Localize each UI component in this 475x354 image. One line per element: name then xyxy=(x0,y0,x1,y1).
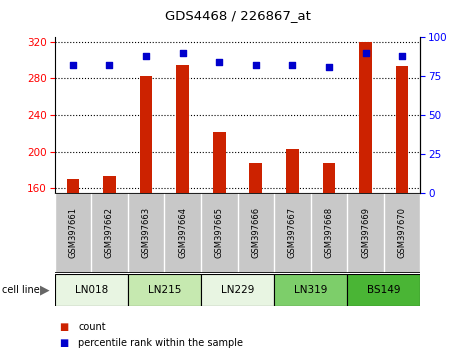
Text: GDS4468 / 226867_at: GDS4468 / 226867_at xyxy=(164,9,311,22)
Text: percentile rank within the sample: percentile rank within the sample xyxy=(78,338,243,348)
Text: GSM397669: GSM397669 xyxy=(361,207,370,258)
Text: GSM397668: GSM397668 xyxy=(324,207,333,258)
Point xyxy=(252,62,259,68)
Bar xyxy=(128,274,201,306)
Bar xyxy=(359,42,372,335)
Text: GSM397665: GSM397665 xyxy=(215,207,224,258)
Text: GSM397663: GSM397663 xyxy=(142,207,151,258)
Bar xyxy=(176,65,189,335)
Point xyxy=(325,64,332,70)
Bar xyxy=(140,76,152,335)
Text: ▶: ▶ xyxy=(40,284,50,297)
Text: ■: ■ xyxy=(59,322,68,332)
Bar xyxy=(396,67,408,335)
Text: GSM397667: GSM397667 xyxy=(288,207,297,258)
Bar xyxy=(274,274,347,306)
Text: LN215: LN215 xyxy=(148,285,181,295)
Text: GSM397661: GSM397661 xyxy=(68,207,77,258)
Point xyxy=(105,62,113,68)
Point xyxy=(142,53,150,59)
Point xyxy=(398,53,406,59)
Point xyxy=(362,50,370,56)
Bar xyxy=(55,274,128,306)
Point xyxy=(179,50,186,56)
Bar xyxy=(66,179,79,335)
Text: count: count xyxy=(78,322,106,332)
Text: GSM397670: GSM397670 xyxy=(398,207,407,258)
Bar xyxy=(347,274,420,306)
Bar xyxy=(201,274,274,306)
Text: cell line: cell line xyxy=(2,285,40,295)
Text: GSM397666: GSM397666 xyxy=(251,207,260,258)
Text: LN229: LN229 xyxy=(221,285,254,295)
Text: GSM397662: GSM397662 xyxy=(105,207,114,258)
Point xyxy=(69,62,77,68)
Bar xyxy=(249,163,262,335)
Text: BS149: BS149 xyxy=(367,285,400,295)
Bar xyxy=(213,132,226,335)
Text: GSM397664: GSM397664 xyxy=(178,207,187,258)
Text: LN319: LN319 xyxy=(294,285,327,295)
Bar xyxy=(103,176,116,335)
Text: ■: ■ xyxy=(59,338,68,348)
Bar xyxy=(286,149,299,335)
Text: LN018: LN018 xyxy=(75,285,108,295)
Point xyxy=(289,62,296,68)
Point xyxy=(216,59,223,65)
Bar xyxy=(323,163,335,335)
